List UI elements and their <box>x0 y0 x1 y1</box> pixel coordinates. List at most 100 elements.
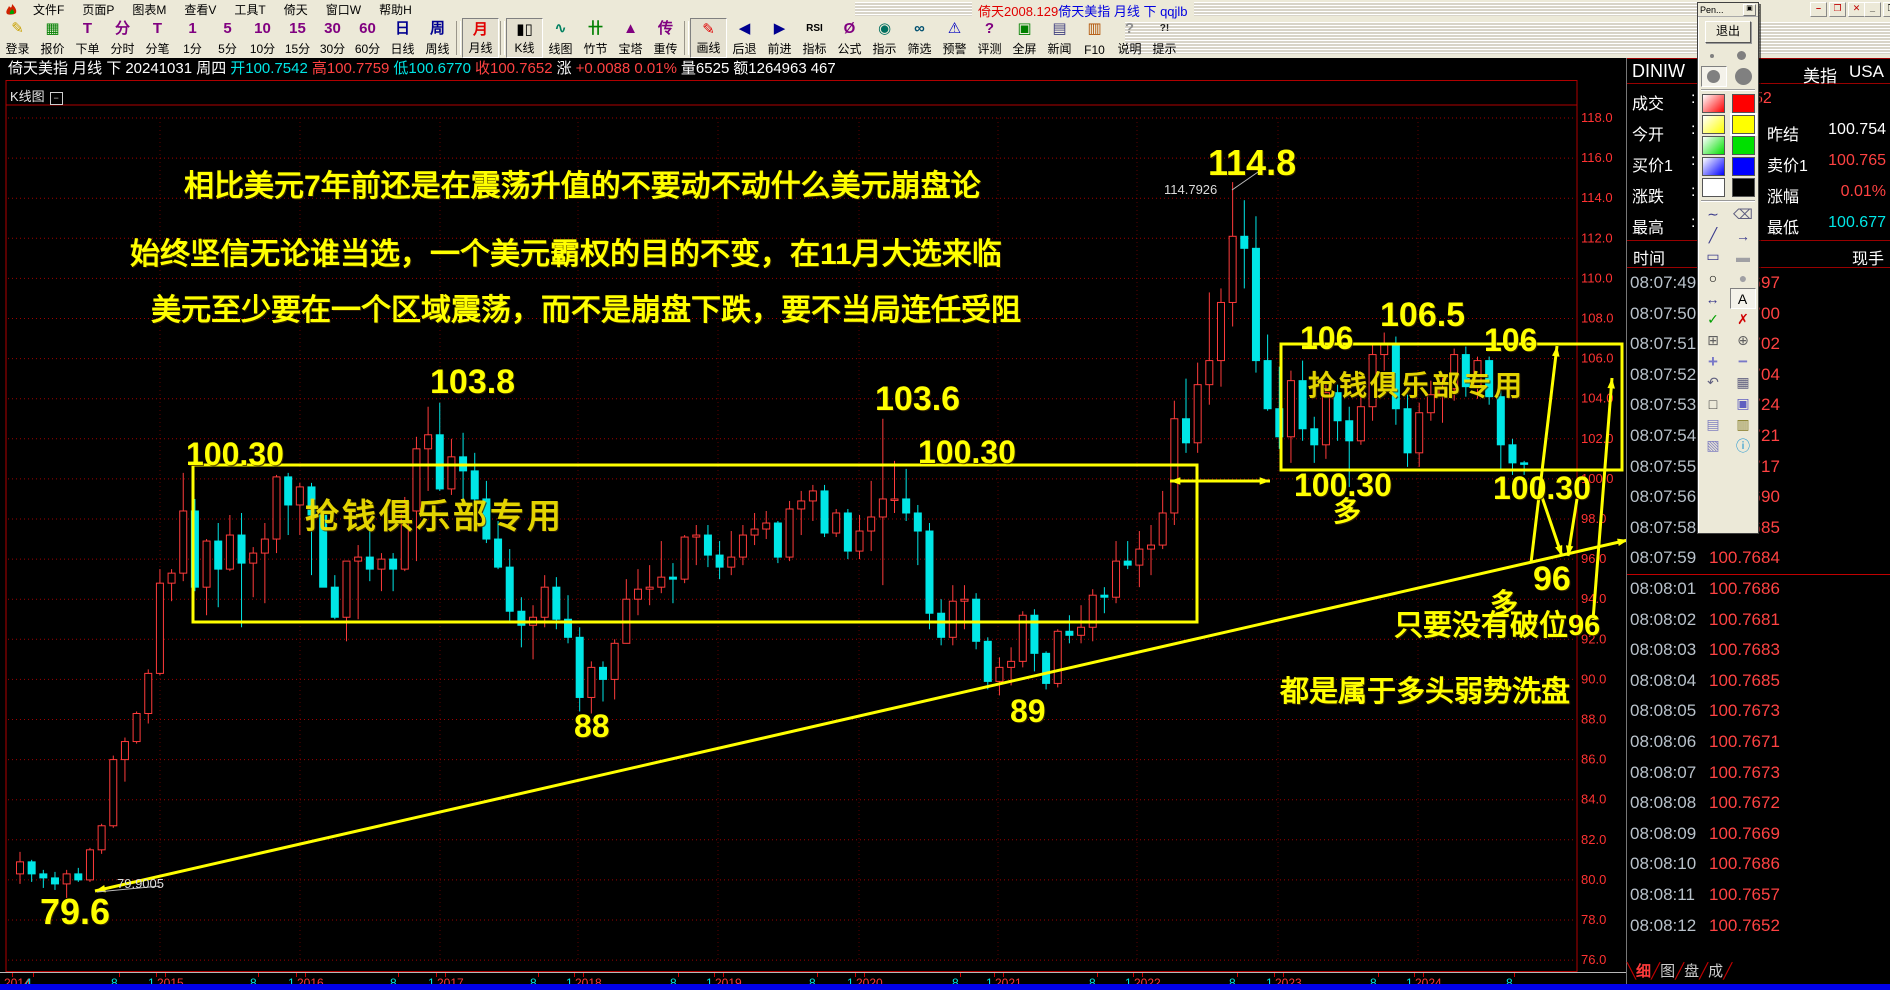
toolbar-button-说明[interactable]: ? 说明 <box>1112 18 1147 58</box>
color-light-4[interactable] <box>1701 178 1725 197</box>
menu-item-5[interactable]: 倚天 <box>283 2 308 17</box>
text-tool-icon[interactable]: A <box>1729 288 1756 309</box>
tab-细[interactable]: 细 <box>1636 963 1652 980</box>
pane-restore-icon[interactable]: − <box>49 92 63 105</box>
child-winbtn-2[interactable]: ✕ <box>1848 2 1865 17</box>
toolbar-button-15分[interactable]: 15 15分 <box>280 18 315 58</box>
drawing-palette-window[interactable]: Pen... ▣ 退出 ∼ ⌫ ╱ → ▭ ▬ ○ ● ↔ A ✓ ✗ ⊞ ⊕ + − ↶ ▦ □ ▣ ▤ ▥ ▧ ⓘ <box>1697 2 1759 534</box>
new-doc-tool-icon[interactable]: □ <box>1708 395 1718 412</box>
toolbar-button-月线[interactable]: 月月线 <box>462 18 499 58</box>
menu-item-1[interactable]: 页面P <box>82 2 115 17</box>
main-winbtn-0[interactable]: _ <box>1864 2 1881 17</box>
color-solid-0[interactable] <box>1731 94 1755 113</box>
toolbar-button-10分[interactable]: 10 10分 <box>245 18 280 58</box>
toolbar-button-全屏[interactable]: ▣ 全屏 <box>1007 18 1042 58</box>
toolbar-button-前进[interactable]: ▶ 前进 <box>762 18 797 58</box>
rect-tool-icon[interactable]: ▭ <box>1706 248 1720 264</box>
check-tool-icon[interactable]: ✓ <box>1707 311 1719 327</box>
rect-filled-tool-icon[interactable]: ▬ <box>1736 248 1750 265</box>
menu-item-0[interactable]: 文件F <box>33 2 65 17</box>
info-tool-icon[interactable]: ⓘ <box>1736 437 1750 454</box>
toolbar-button-公式[interactable]: Ø 公式 <box>832 18 867 58</box>
harrow-tool-icon[interactable]: ↔ <box>1705 290 1720 307</box>
line-tool-icon[interactable]: ╱ <box>1708 227 1718 243</box>
main-winbtn-1[interactable]: ❐ <box>1883 2 1890 17</box>
crop-tool-icon[interactable]: ⊞ <box>1707 332 1719 348</box>
print-tool-icon[interactable]: ▤ <box>1706 416 1720 432</box>
toolbar-button-后退[interactable]: ◀ 后退 <box>727 18 762 58</box>
tab-成[interactable]: 成 <box>1708 963 1724 980</box>
tick-row[interactable]: 08:08:09 100.7669 <box>1627 819 1890 849</box>
toolbar-button-竹节[interactable]: 卄竹节 <box>578 18 613 58</box>
toolbar-button-分时[interactable]: 分分时 <box>105 18 140 58</box>
toolbar-button-画线[interactable]: ✎ 画线 <box>690 18 727 58</box>
color-light-1[interactable] <box>1701 115 1725 134</box>
tick-row[interactable]: 08:08:10 100.7686 <box>1627 849 1890 879</box>
pen-size-large[interactable] <box>1700 66 1727 87</box>
undo-tool-icon[interactable]: ↶ <box>1707 374 1719 390</box>
pen-size-xlarge[interactable] <box>1732 67 1756 86</box>
menu-item-7[interactable]: 帮助H <box>379 2 412 17</box>
toolbar-button-评测[interactable]: ? 评测 <box>972 18 1007 58</box>
tick-row[interactable]: 08:08:11 100.7657 <box>1627 880 1890 910</box>
tick-row[interactable]: 08:07:59 100.7684 <box>1627 543 1890 573</box>
toolbar-button-下单[interactable]: T 下单 <box>70 18 105 58</box>
tick-row[interactable]: 08:08:04 100.7685 <box>1627 666 1890 696</box>
toolbar-button-1分[interactable]: 1 1分 <box>175 18 210 58</box>
eraser-tool-icon[interactable]: ⌫ <box>1733 206 1753 222</box>
toolbar-button-新闻[interactable]: ▤ 新闻 <box>1042 18 1077 58</box>
pen-size-medium[interactable] <box>1737 51 1747 60</box>
tick-row[interactable]: 08:08:02 100.7681 <box>1627 605 1890 635</box>
arrow-tool-icon[interactable]: → <box>1736 227 1750 244</box>
color-light-3[interactable] <box>1701 157 1725 176</box>
tick-row[interactable]: 08:08:06 100.7671 <box>1627 727 1890 757</box>
toolbar-button-5分[interactable]: 5 5分 <box>210 18 245 58</box>
toolbar-button-登录[interactable]: ✎ 登录 <box>0 18 35 58</box>
ellipse-tool-icon[interactable]: ○ <box>1708 269 1718 286</box>
color-light-0[interactable] <box>1701 94 1725 113</box>
curve-tool-icon[interactable]: ∼ <box>1707 206 1719 222</box>
tick-row[interactable]: 08:08:07 100.7673 <box>1627 758 1890 788</box>
cross-tool-icon[interactable]: ✗ <box>1737 311 1749 327</box>
tick-row[interactable]: 08:08:03 100.7683 <box>1627 635 1890 665</box>
child-winbtn-0[interactable]: – <box>1810 2 1827 17</box>
menu-item-2[interactable]: 图表M <box>132 2 167 17</box>
color-solid-3[interactable] <box>1731 157 1755 176</box>
toolbar-button-日线[interactable]: 日日线 <box>385 18 420 58</box>
pen-size-small[interactable] <box>1709 53 1714 58</box>
palette-title-bar[interactable]: Pen... ▣ <box>1698 3 1758 17</box>
toolbar-button-分笔[interactable]: T 分笔 <box>140 18 175 58</box>
copy-tool-icon[interactable]: ▣ <box>1736 395 1750 411</box>
toolbar-button-指示[interactable]: ◉ 指示 <box>867 18 902 58</box>
tick-row[interactable]: 08:08:12 100.7652 <box>1627 911 1890 941</box>
menu-item-6[interactable]: 窗口W <box>325 2 362 17</box>
child-winbtn-1[interactable]: ❐ <box>1829 2 1846 17</box>
trash-tool-icon[interactable]: ▦ <box>1736 374 1750 390</box>
save-tool-icon[interactable]: ▥ <box>1736 416 1750 432</box>
toolbar-button-重传[interactable]: 传重传 <box>648 18 683 58</box>
toolbar-button-报价[interactable]: ▦ 报价 <box>35 18 70 58</box>
zoom-in-tool-icon[interactable]: ⊕ <box>1737 332 1749 348</box>
toolbar-button-筛选[interactable]: ∞ 筛选 <box>902 18 937 58</box>
minus-tool-icon[interactable]: − <box>1738 351 1748 371</box>
menu-item-3[interactable]: 查看V <box>184 2 217 17</box>
toolbar-button-F10[interactable]: ▥ F10 <box>1077 18 1112 58</box>
toolbar-button-周线[interactable]: 周周线 <box>420 18 455 58</box>
note-tool-icon[interactable]: ▧ <box>1706 437 1720 453</box>
palette-exit-button[interactable]: 退出 <box>1705 21 1751 43</box>
toolbar-button-K线[interactable]: ▮▯ K线 <box>506 18 543 58</box>
color-solid-4[interactable] <box>1731 178 1755 197</box>
tick-row[interactable]: 08:08:08 100.7672 <box>1627 788 1890 818</box>
toolbar-button-30分[interactable]: 30 30分 <box>315 18 350 58</box>
tick-row[interactable]: 08:08:05 100.7673 <box>1627 696 1890 726</box>
tab-盘[interactable]: 盘 <box>1684 963 1700 980</box>
ellipse-filled-tool-icon[interactable]: ● <box>1738 269 1748 286</box>
toolbar-button-宝塔[interactable]: ▲ 宝塔 <box>613 18 648 58</box>
tick-list[interactable]: 08:07:49 100.769708:07:50 100.770008:07:… <box>1627 268 1890 956</box>
tab-图[interactable]: 图 <box>1660 963 1676 980</box>
plus-tool-icon[interactable]: + <box>1708 351 1718 371</box>
palette-collapse-icon[interactable]: ▣ <box>1743 3 1756 16</box>
toolbar-button-60分[interactable]: 60 60分 <box>350 18 385 58</box>
color-light-2[interactable] <box>1701 136 1725 155</box>
toolbar-button-线图[interactable]: ∿ 线图 <box>543 18 578 58</box>
